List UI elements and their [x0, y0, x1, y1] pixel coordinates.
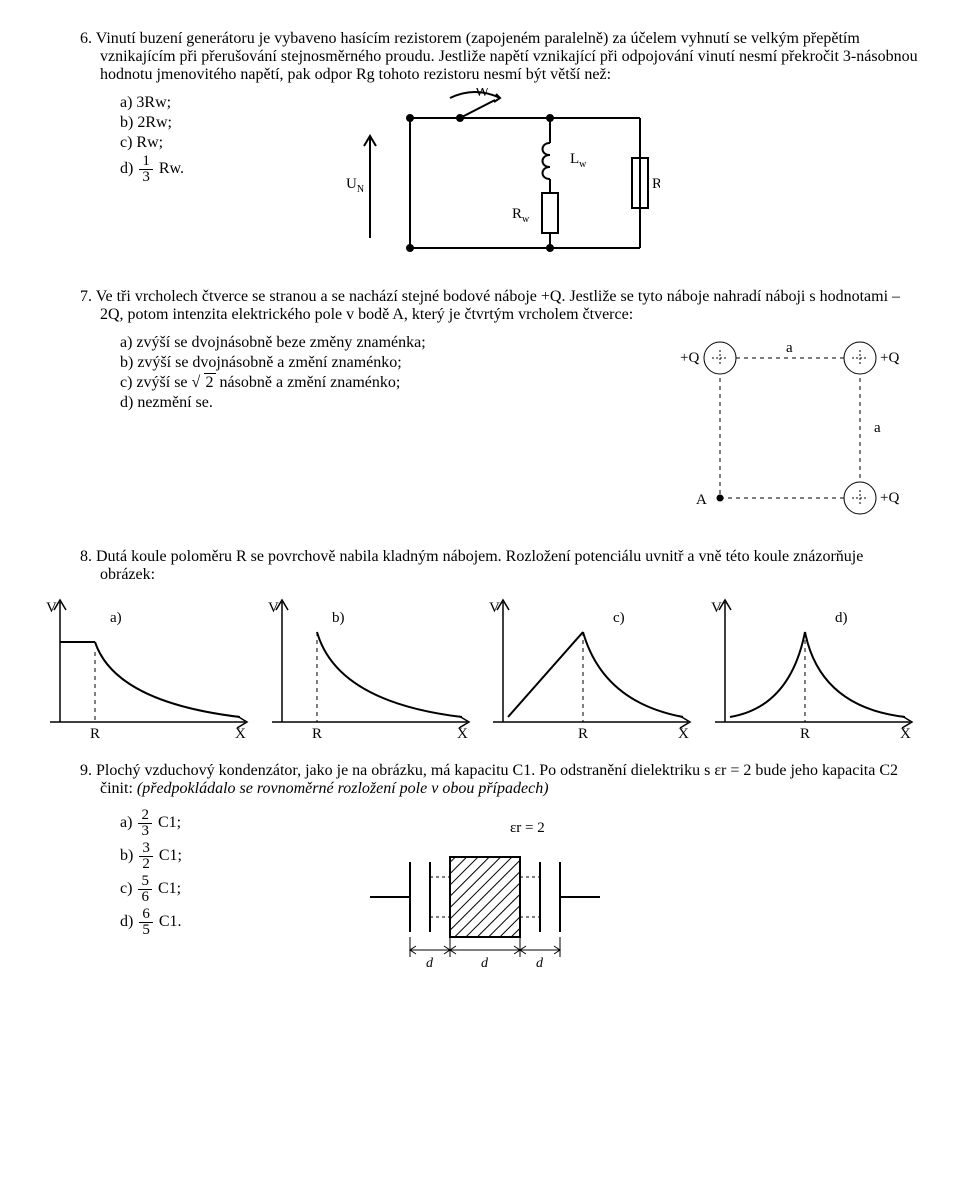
q9-num: 9.: [80, 762, 92, 779]
q9-opt-b: b) 32 C1;: [120, 841, 340, 872]
lbl-a-right: a: [874, 420, 881, 436]
lbl-d: d): [835, 610, 848, 626]
q7-opt-b: b) zvýší se dvojnásobně a změní znaménko…: [120, 354, 660, 372]
lbl-V-d: V: [711, 600, 722, 616]
q9-d-n: 6: [139, 907, 153, 923]
question-6: 6. Vinutí buzení generátoru je vybaveno …: [40, 30, 920, 268]
q9-b-d: 2: [139, 857, 153, 872]
lbl-X-d: X: [900, 726, 911, 742]
q6-d-den: 3: [139, 170, 153, 185]
chart-d: V d) R X: [705, 592, 920, 742]
q7-num: 7.: [80, 288, 92, 305]
lbl-UN: UN: [346, 176, 364, 195]
question-8: 8. Dutá koule poloměru R se povrchově na…: [40, 548, 920, 742]
q7-c-pre: c) zvýší se: [120, 374, 192, 391]
q7-text: 7. Ve tři vrcholech čtverce se stranou a…: [40, 288, 920, 324]
q9-c-n: 5: [138, 874, 152, 890]
lbl-d1: d: [426, 956, 434, 971]
q9-b-n: 3: [139, 841, 153, 857]
q9-a-suf: C1;: [158, 814, 181, 831]
lbl-b: b): [332, 610, 345, 626]
lbl-d3: d: [536, 956, 544, 971]
q7-c-post: násobně a změní znaménko;: [220, 374, 401, 391]
q8-charts: V a) R X V b) R X: [40, 592, 920, 742]
lbl-R-c: R: [578, 726, 588, 742]
q9-c-suf: C1;: [158, 880, 181, 897]
q7-options: a) zvýší se dvojnásobně beze změny znamé…: [40, 334, 660, 412]
q7-opt-a: a) zvýší se dvojnásobně beze změny znamé…: [120, 334, 660, 352]
q6-d-num: 1: [139, 154, 153, 170]
chart-c: V c) R X: [483, 592, 698, 742]
lbl-R-b: R: [312, 726, 322, 742]
lbl-R-d: R: [800, 726, 810, 742]
q9-c-pre: c): [120, 880, 136, 897]
q9-c-d: 6: [138, 890, 152, 905]
lbl-A: A: [696, 492, 707, 508]
lbl-a-top: a: [786, 340, 793, 356]
q9-a-d: 3: [138, 824, 152, 839]
q9-a-pre: a): [120, 814, 136, 831]
q8-text: 8. Dutá koule poloměru R se povrchově na…: [40, 548, 920, 584]
q6-num: 6.: [80, 30, 92, 47]
lbl-Rw: Rw: [512, 206, 530, 225]
lbl-X-b: X: [457, 726, 468, 742]
q9-d-pre: d): [120, 913, 137, 930]
q9-figure: εr = 2 d d d: [340, 802, 660, 972]
q6-d-post: Rw.: [159, 160, 184, 177]
q9-opt-a: a) 23 C1;: [120, 808, 340, 839]
chart-a: V a) R X: [40, 592, 255, 742]
q7-opt-d: d) nezmění se.: [120, 394, 660, 412]
q9-c-frac: 56: [138, 874, 152, 905]
sqrt-icon: 2: [192, 374, 216, 392]
lbl-R-a: R: [90, 726, 100, 742]
q8-num: 8.: [80, 548, 92, 565]
q7-c-rad: 2: [204, 373, 216, 391]
q9-options: a) 23 C1; b) 32 C1; c) 56 C1; d) 65: [40, 808, 340, 938]
q9-a-frac: 23: [138, 808, 152, 839]
q9-d-suf: C1.: [159, 913, 182, 930]
q6-circuit: W UN Lw Rw Rg: [300, 88, 660, 268]
q9-d-frac: 65: [139, 907, 153, 938]
q7-opt-c: c) zvýší se 2 násobně a změní znaménko;: [120, 374, 660, 392]
q6-d-pre: d): [120, 160, 137, 177]
q9-text: 9. Plochý vzduchový kondenzátor, jako je…: [40, 762, 920, 798]
lbl-X-a: X: [235, 726, 246, 742]
q9-b-suf: C1;: [159, 847, 182, 864]
q9-a-n: 2: [138, 808, 152, 824]
lbl-Q-br: +Q: [880, 490, 899, 506]
q9-b-pre: b): [120, 847, 137, 864]
lbl-V-b: V: [268, 600, 279, 616]
lbl-Q-tr: +Q: [880, 350, 899, 366]
q9-body-b: (předpokládalo se rovnoměrné rozložení p…: [137, 780, 549, 797]
lbl-W: W: [475, 88, 490, 100]
q6-text: 6. Vinutí buzení generátoru je vybaveno …: [40, 30, 920, 84]
lbl-c: c): [613, 610, 625, 626]
q9-d-d: 5: [139, 923, 153, 938]
q6-opt-a: a) 3Rw;: [120, 94, 300, 112]
q6-opt-c: c) Rw;: [120, 134, 300, 152]
q7-body: Ve tři vrcholech čtverce se stranou a se…: [96, 288, 900, 323]
q9-b-frac: 32: [139, 841, 153, 872]
question-9: 9. Plochý vzduchový kondenzátor, jako je…: [40, 762, 920, 972]
q8-body: Dutá koule poloměru R se povrchově nabil…: [96, 548, 863, 583]
q9-opt-d: d) 65 C1.: [120, 907, 340, 938]
lbl-X-c: X: [678, 726, 689, 742]
lbl-eps: εr = 2: [510, 820, 545, 836]
q9-opt-c: c) 56 C1;: [120, 874, 340, 905]
lbl-a: a): [110, 610, 122, 626]
q6-d-frac: 1 3: [139, 154, 153, 185]
lbl-d2: d: [481, 956, 489, 971]
question-7: 7. Ve tři vrcholech čtverce se stranou a…: [40, 288, 920, 528]
lbl-Rg: Rg: [652, 176, 660, 195]
q6-opt-b: b) 2Rw;: [120, 114, 300, 132]
lbl-V-c: V: [489, 600, 500, 616]
q6-options: a) 3Rw; b) 2Rw; c) Rw; d) 1 3 Rw.: [40, 94, 300, 185]
q6-body: Vinutí buzení generátoru je vybaveno has…: [96, 30, 918, 83]
lbl-Lw: Lw: [570, 151, 587, 170]
lbl-Q-tl: +Q: [680, 350, 699, 366]
q6-opt-d: d) 1 3 Rw.: [120, 154, 300, 185]
lbl-V-a: V: [46, 600, 57, 616]
q7-figure: +Q a +Q a +Q A: [660, 328, 900, 528]
chart-b: V b) R X: [262, 592, 477, 742]
